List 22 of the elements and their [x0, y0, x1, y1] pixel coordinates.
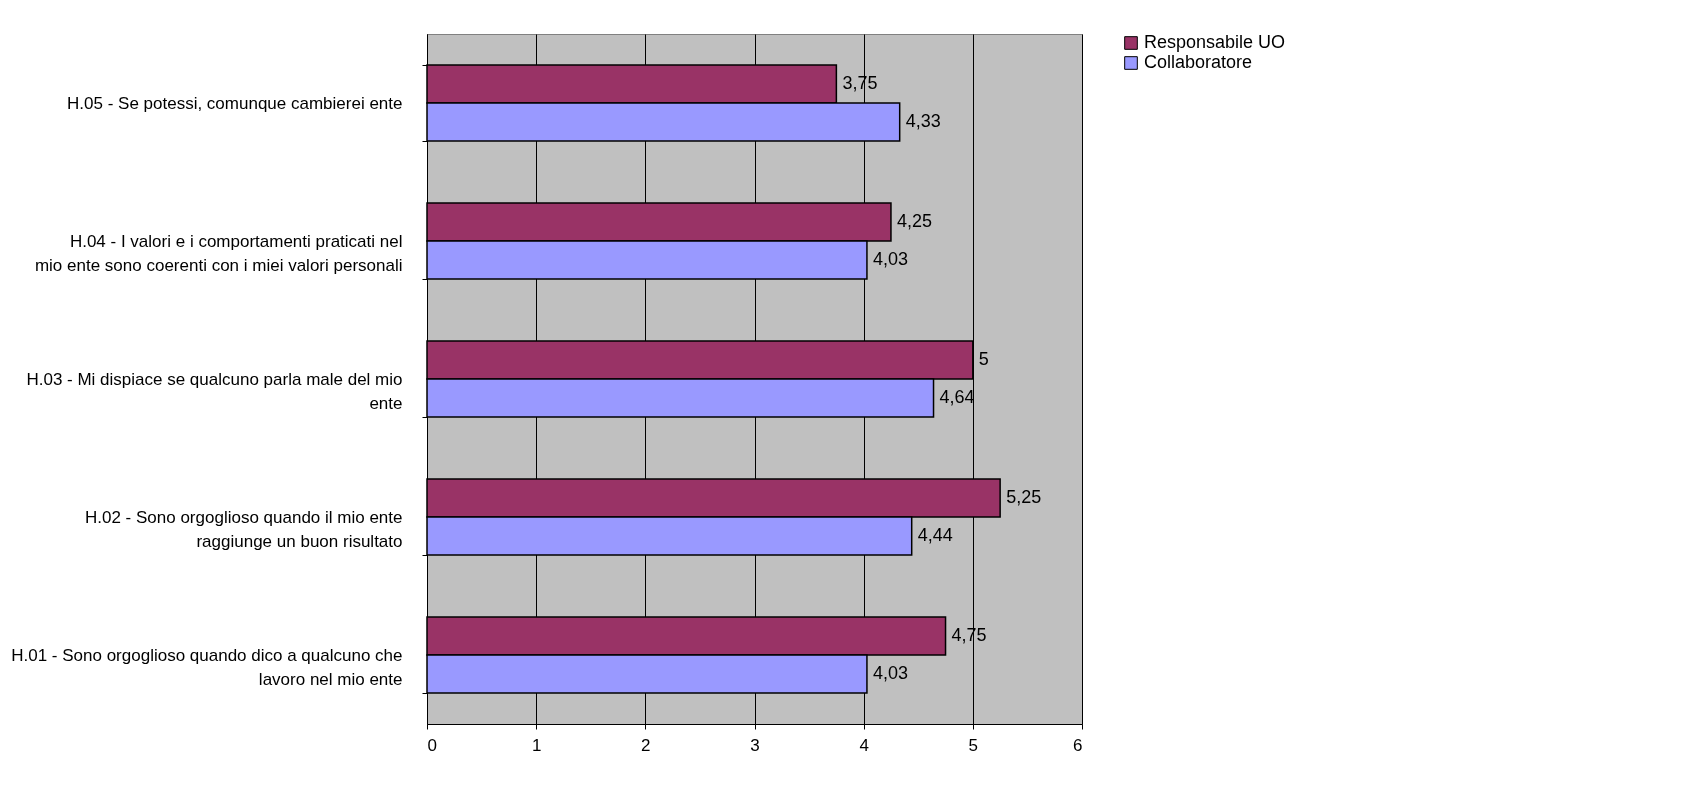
x-tick-label: 6	[1073, 735, 1083, 755]
data-label: 5,25	[1006, 487, 1042, 508]
x-tick-label: 3	[750, 735, 760, 755]
data-label: 4,25	[896, 211, 933, 232]
y-tick-label: H.04 - I valori e i comportamenti praticati nel mio ente sono coerenti con i miei valori personali	[34, 231, 403, 275]
y-tick-label: H.02 - Sono orgoglioso quando il mio ente raggiunge un buon risultato	[84, 507, 403, 551]
data-label: 5	[978, 349, 989, 370]
x-tick-label: 4	[859, 735, 869, 755]
y-tick-label: H.01 - Sono orgoglioso quando dico a qualcuno che lavoro nel mio ente	[11, 645, 403, 689]
x-tick-label: 5	[968, 735, 979, 755]
legend-label: Responsabile UO	[1144, 32, 1286, 52]
x-tick-label: 2	[641, 735, 651, 755]
data-label: 4,44	[917, 524, 953, 545]
x-tick-label: 1	[531, 735, 542, 755]
y-tick-label: H.03 - Mi dispiace se qualcuno parla male del mio ente	[26, 369, 403, 413]
data-label: 4,03	[872, 248, 908, 269]
data-label: 4,33	[905, 110, 941, 131]
y-tick-label: H.05 - Se potessi, comunque cambierei ente	[67, 93, 403, 113]
x-tick-label: 0	[427, 735, 437, 755]
data-label: 4,64	[939, 386, 975, 407]
data-label: 4,03	[872, 662, 908, 683]
legend-label: Collaboratore	[1144, 52, 1253, 72]
